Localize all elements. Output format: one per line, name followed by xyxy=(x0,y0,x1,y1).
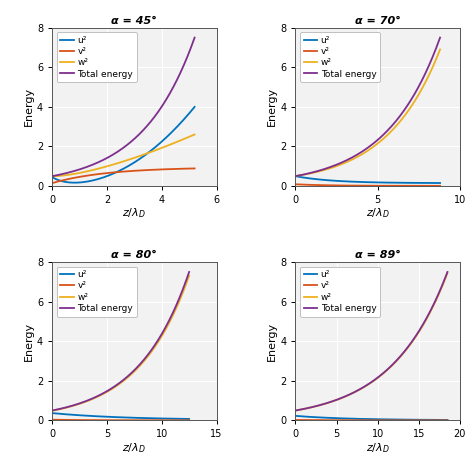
X-axis label: $z/\lambda_D$: $z/\lambda_D$ xyxy=(366,207,390,220)
X-axis label: $z/\lambda_D$: $z/\lambda_D$ xyxy=(122,207,146,220)
Title: α = 80°: α = 80° xyxy=(111,250,157,260)
Y-axis label: Energy: Energy xyxy=(267,322,277,361)
Title: α = 70°: α = 70° xyxy=(355,16,401,25)
Y-axis label: Energy: Energy xyxy=(24,322,34,361)
Y-axis label: Energy: Energy xyxy=(24,87,34,127)
X-axis label: $z/\lambda_D$: $z/\lambda_D$ xyxy=(122,441,146,455)
Legend: u², v², w², Total energy: u², v², w², Total energy xyxy=(300,267,380,316)
X-axis label: $z/\lambda_D$: $z/\lambda_D$ xyxy=(366,441,390,455)
Legend: u², v², w², Total energy: u², v², w², Total energy xyxy=(57,32,137,82)
Legend: u², v², w², Total energy: u², v², w², Total energy xyxy=(300,32,380,82)
Y-axis label: Energy: Energy xyxy=(267,87,277,127)
Title: α = 89°: α = 89° xyxy=(355,250,401,260)
Title: α = 45°: α = 45° xyxy=(111,16,157,25)
Legend: u², v², w², Total energy: u², v², w², Total energy xyxy=(57,267,137,316)
